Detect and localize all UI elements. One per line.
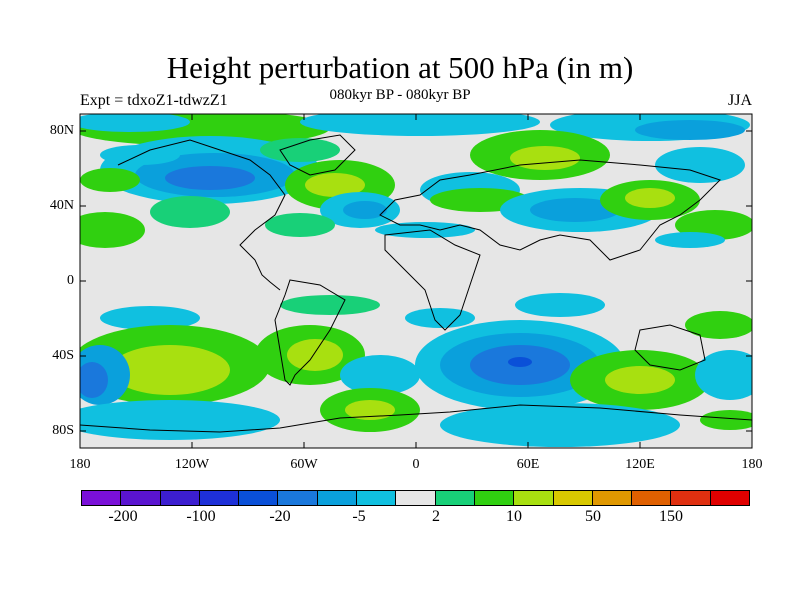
colorbar-label: 2 — [432, 508, 440, 525]
plot-title: Height perturbation at 500 hPa (in m) — [166, 50, 634, 85]
plot-subtitle: 080kyr BP - 080kyr BP — [329, 87, 471, 103]
coastline-layer — [80, 134, 752, 433]
colorbar-swatch — [82, 491, 122, 505]
colorbar-swatch — [317, 491, 358, 505]
colorbar-label: 10 — [506, 508, 522, 525]
season-label: JJA — [727, 92, 752, 109]
colorbar-swatch — [121, 491, 161, 505]
colorbar-swatch — [710, 491, 750, 505]
colorbar — [81, 490, 750, 506]
colorbar-swatch — [514, 491, 554, 505]
lat-label-80s: 80S — [52, 423, 74, 438]
lon-label-120e: 120E — [625, 457, 655, 472]
colorbar-label: -5 — [352, 508, 366, 525]
lat-label-40n: 40N — [49, 198, 74, 213]
lon-label-0: 0 — [412, 457, 420, 472]
colorbar-swatch — [396, 491, 436, 505]
lon-label-60e: 60E — [516, 457, 540, 472]
lon-label-180e: 180 — [741, 457, 763, 472]
colorbar-swatch — [632, 491, 672, 505]
colorbar-swatch — [357, 491, 397, 505]
colorbar-label: -200 — [108, 508, 138, 525]
colorbar-swatch — [592, 491, 633, 505]
experiment-label: Expt = tdxoZ1-tdwzZ1 — [80, 92, 228, 109]
colorbar-label: -20 — [269, 508, 291, 525]
colorbar-swatch — [278, 491, 318, 505]
lat-label-40s: 40S — [52, 348, 74, 363]
lon-label-60w: 60W — [290, 457, 318, 472]
colorbar-swatch — [199, 491, 240, 505]
lon-label-120w: 120W — [174, 457, 210, 472]
colorbar-swatch — [239, 491, 279, 505]
lat-label-80n: 80N — [49, 123, 74, 138]
colorbar-label: 50 — [585, 508, 601, 525]
lat-label-eq: 0 — [67, 273, 74, 288]
lon-label-180w: 180 — [69, 457, 91, 472]
axis-ticks — [80, 114, 752, 448]
colorbar-swatch — [553, 491, 593, 505]
colorbar-swatch — [160, 491, 200, 505]
colorbar-swatch — [671, 491, 711, 505]
colorbar-swatch — [474, 491, 515, 505]
colorbar-swatch — [435, 491, 475, 505]
colorbar-label: 150 — [659, 508, 683, 525]
colorbar-label: -100 — [186, 508, 216, 525]
